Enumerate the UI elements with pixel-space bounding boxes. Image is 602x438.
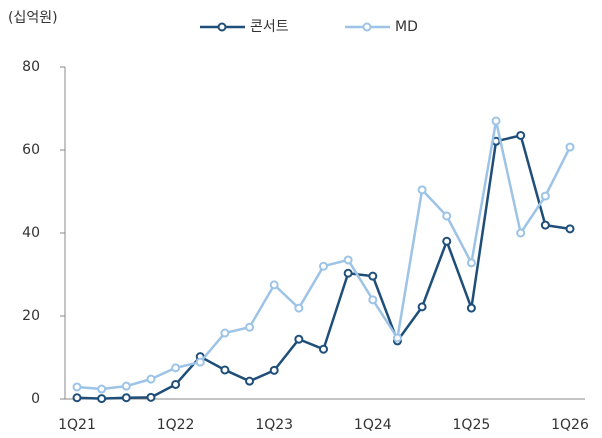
data-point bbox=[466, 303, 476, 313]
legend-marker bbox=[217, 22, 227, 32]
data-point bbox=[466, 258, 476, 268]
data-point bbox=[319, 261, 328, 271]
data-point bbox=[121, 393, 131, 403]
data-point bbox=[417, 185, 427, 195]
data-point bbox=[343, 268, 353, 278]
data-point bbox=[343, 255, 353, 265]
data-point bbox=[540, 191, 550, 201]
x-tick-label: 1Q25 bbox=[453, 417, 491, 433]
legend-marker bbox=[362, 22, 372, 32]
legend-label: 콘서트 bbox=[250, 19, 289, 35]
data-point bbox=[319, 344, 328, 354]
x-tick-label: 1Q26 bbox=[551, 417, 589, 433]
x-tick-label: 1Q24 bbox=[354, 417, 392, 433]
data-point bbox=[146, 392, 156, 402]
data-point bbox=[220, 328, 230, 338]
data-point bbox=[171, 363, 181, 373]
y-tick-label: 0 bbox=[31, 391, 40, 407]
data-point bbox=[516, 130, 526, 140]
data-point bbox=[392, 333, 402, 343]
data-point bbox=[565, 224, 575, 234]
data-point bbox=[171, 379, 181, 389]
y-axis-label: (십억원) bbox=[8, 10, 58, 26]
data-point bbox=[294, 303, 304, 313]
y-tick-label: 80 bbox=[22, 59, 40, 75]
data-point bbox=[442, 236, 452, 246]
data-point bbox=[368, 295, 378, 305]
data-point bbox=[368, 271, 378, 281]
y-tick-label: 40 bbox=[22, 225, 40, 241]
data-point bbox=[245, 322, 255, 332]
data-point bbox=[72, 393, 82, 403]
x-tick-label: 1Q23 bbox=[255, 417, 293, 433]
data-point bbox=[269, 280, 279, 290]
y-tick-label: 20 bbox=[22, 308, 40, 324]
data-point bbox=[516, 228, 526, 238]
data-point bbox=[97, 384, 107, 394]
y-tick-label: 60 bbox=[22, 142, 40, 158]
data-point bbox=[294, 334, 304, 344]
data-point bbox=[195, 357, 205, 367]
data-point bbox=[540, 220, 550, 230]
data-point bbox=[417, 302, 427, 312]
data-point bbox=[220, 365, 230, 375]
data-point bbox=[245, 376, 255, 386]
x-tick-label: 1Q21 bbox=[58, 417, 96, 433]
data-point bbox=[269, 365, 279, 375]
legend-label: MD bbox=[395, 19, 418, 35]
data-point bbox=[72, 382, 82, 392]
data-point bbox=[121, 381, 131, 391]
data-point bbox=[146, 374, 156, 384]
data-point bbox=[565, 142, 575, 152]
data-point bbox=[491, 116, 501, 126]
x-tick-label: 1Q22 bbox=[157, 417, 195, 433]
data-point bbox=[97, 394, 107, 404]
data-point bbox=[442, 211, 452, 221]
